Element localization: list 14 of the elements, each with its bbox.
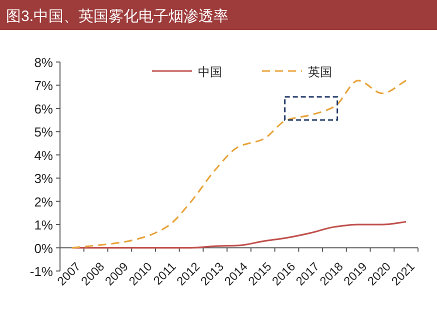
y-tick-label: 6% <box>34 101 54 116</box>
y-tick-label: 4% <box>34 148 54 163</box>
legend-label: 中国 <box>198 65 222 79</box>
y-tick-label: 8% <box>34 55 54 70</box>
y-tick-label: -1% <box>30 264 54 279</box>
y-tick-label: 7% <box>34 78 54 94</box>
y-tick-label: 0% <box>34 240 54 256</box>
y-tick-label: 1% <box>34 218 54 233</box>
chart-title: 图3.中国、英国雾化电子烟渗透率 <box>6 8 229 25</box>
title-banner: 图3.中国、英国雾化电子烟渗透率 <box>0 0 437 30</box>
y-tick-label: 5% <box>34 124 54 140</box>
legend-label: 英国 <box>308 65 332 79</box>
y-tick-label: 2% <box>34 194 54 210</box>
y-tick-label: 3% <box>34 171 54 186</box>
